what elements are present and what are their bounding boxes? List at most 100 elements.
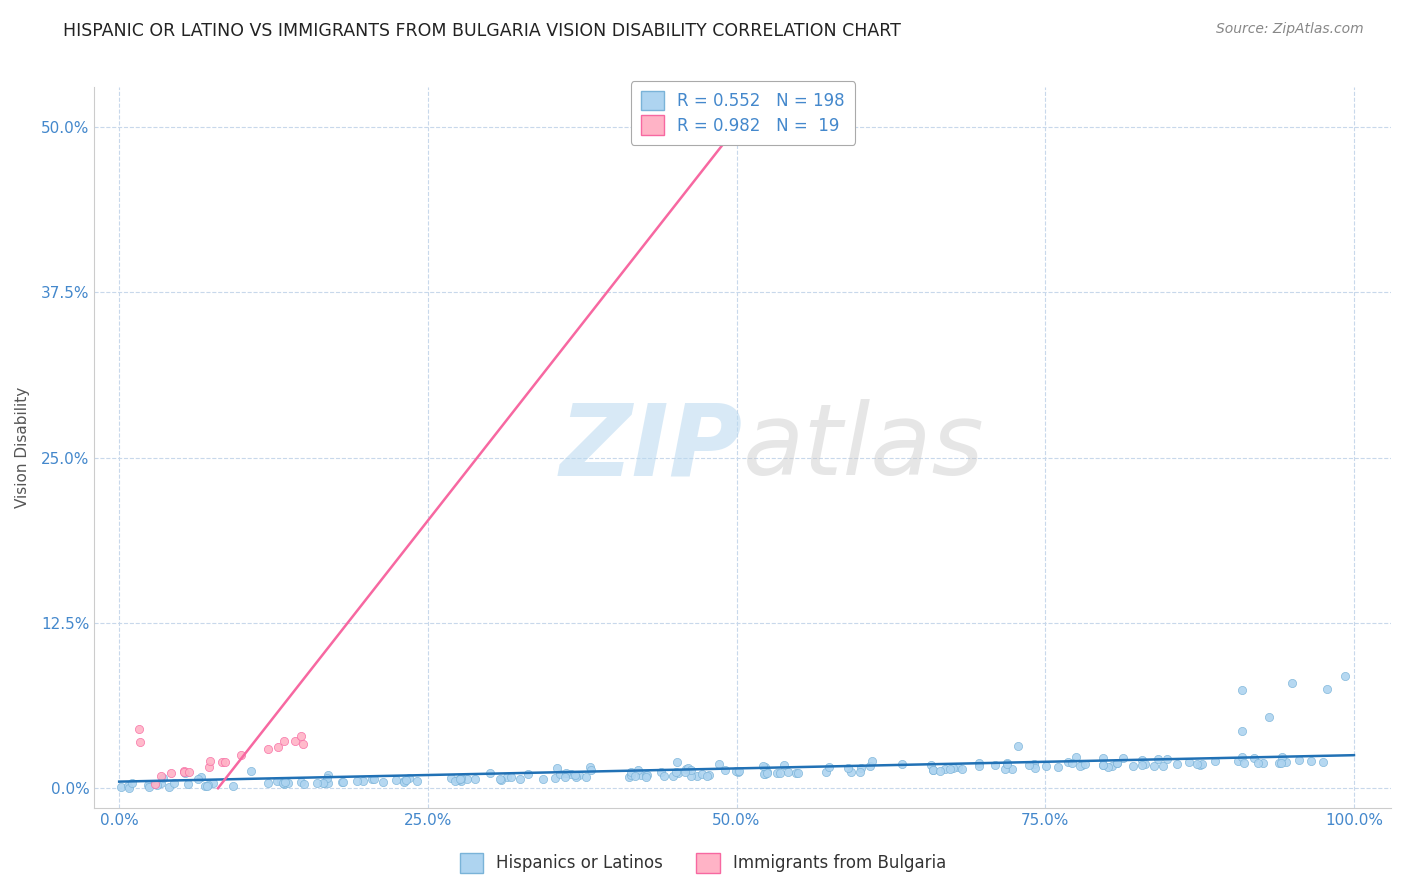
Point	[256, 742, 278, 756]
Point	[406, 774, 429, 789]
Text: atlas: atlas	[742, 400, 984, 496]
Point	[190, 770, 212, 784]
Point	[650, 765, 672, 780]
Point	[692, 767, 714, 781]
Point	[920, 758, 942, 772]
Point	[160, 766, 183, 780]
Point	[1281, 676, 1303, 690]
Point	[110, 780, 132, 794]
Point	[163, 776, 186, 790]
Point	[271, 775, 294, 789]
Point	[1333, 669, 1355, 683]
Point	[118, 780, 141, 795]
Point	[1112, 751, 1135, 765]
Point	[290, 729, 312, 743]
Point	[1247, 756, 1270, 770]
Point	[941, 761, 963, 775]
Point	[995, 757, 1018, 772]
Point	[620, 767, 643, 781]
Point	[1092, 758, 1115, 772]
Point	[1001, 762, 1024, 776]
Point	[1177, 755, 1199, 769]
Point	[177, 765, 200, 780]
Point	[1243, 751, 1265, 765]
Point	[392, 774, 415, 789]
Point	[1097, 760, 1119, 774]
Point	[565, 770, 588, 784]
Point	[627, 763, 650, 777]
Point	[969, 758, 991, 772]
Point	[929, 764, 952, 778]
Point	[464, 772, 486, 786]
Point	[305, 776, 328, 790]
Point	[818, 760, 841, 774]
Point	[1069, 759, 1091, 773]
Point	[1156, 752, 1178, 766]
Point	[267, 740, 290, 755]
Point	[292, 777, 315, 791]
Point	[922, 763, 945, 777]
Point	[273, 777, 295, 791]
Point	[751, 759, 773, 773]
Point	[173, 764, 195, 779]
Point	[1130, 758, 1153, 772]
Point	[1268, 756, 1291, 770]
Point	[654, 769, 676, 783]
Point	[1166, 757, 1188, 772]
Point	[676, 761, 699, 775]
Point	[754, 760, 776, 774]
Point	[1018, 758, 1040, 772]
Point	[456, 772, 478, 786]
Point	[575, 770, 598, 784]
Point	[136, 778, 159, 792]
Point	[725, 764, 748, 778]
Point	[211, 755, 233, 769]
Point	[202, 776, 225, 790]
Point	[145, 779, 167, 793]
Point	[546, 761, 568, 775]
Point	[266, 773, 288, 788]
Point	[756, 766, 779, 780]
Point	[121, 775, 143, 789]
Point	[707, 757, 730, 772]
Point	[499, 770, 522, 784]
Point	[449, 772, 471, 786]
Point	[149, 775, 172, 789]
Point	[143, 777, 166, 791]
Point	[773, 757, 796, 772]
Point	[554, 770, 576, 784]
Point	[173, 764, 195, 778]
Legend: Hispanics or Latinos, Immigrants from Bulgaria: Hispanics or Latinos, Immigrants from Bu…	[453, 847, 953, 880]
Point	[117, 779, 139, 793]
Point	[1143, 758, 1166, 772]
Point	[1105, 756, 1128, 771]
Point	[815, 764, 838, 779]
Point	[318, 776, 340, 790]
Point	[860, 755, 883, 769]
Point	[157, 780, 180, 794]
Point	[938, 763, 960, 777]
Point	[149, 769, 172, 783]
Point	[450, 773, 472, 788]
Point	[240, 764, 263, 778]
Text: Source: ZipAtlas.com: Source: ZipAtlas.com	[1216, 22, 1364, 37]
Point	[849, 761, 872, 775]
Point	[332, 774, 354, 789]
Point	[697, 768, 720, 782]
Point	[173, 766, 195, 780]
Point	[1316, 681, 1339, 696]
Point	[1230, 682, 1253, 697]
Point	[1035, 759, 1057, 773]
Point	[346, 774, 368, 789]
Point	[766, 766, 789, 780]
Point	[395, 772, 418, 787]
Point	[666, 755, 689, 769]
Point	[1253, 756, 1275, 771]
Point	[1105, 756, 1128, 771]
Point	[1057, 756, 1080, 770]
Point	[837, 761, 859, 775]
Point	[934, 762, 956, 776]
Point	[839, 765, 862, 780]
Point	[194, 779, 217, 793]
Point	[636, 768, 658, 782]
